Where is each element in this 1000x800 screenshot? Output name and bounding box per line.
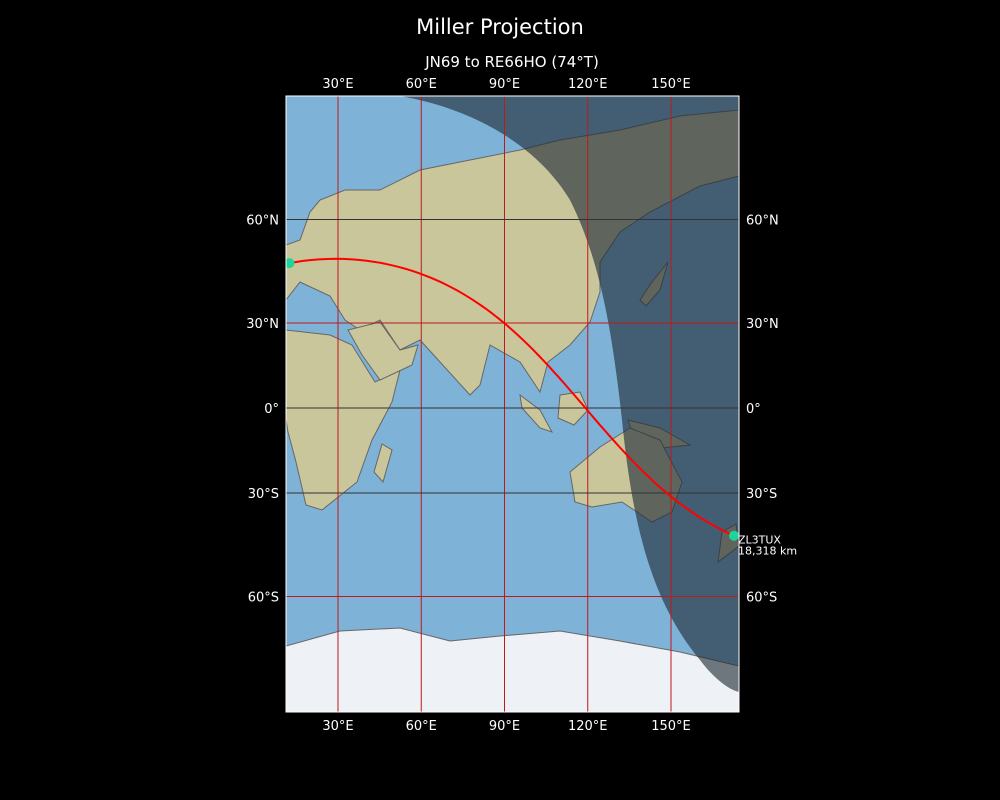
lon-tick-label: 120°E — [568, 77, 608, 92]
antarctica — [286, 627, 739, 712]
axis-labels: 30°E 30°E 60°E 60°E 90°E 90°E 120°E 120°E 150°E 1… — [246, 77, 779, 734]
lat-tick-label: 30°S — [746, 487, 777, 502]
map-subtitle: JN69 to RE66HO (74°T) — [424, 53, 599, 71]
lon-tick-label: 90°E — [489, 77, 520, 92]
end-distance-label: 18,318 km — [738, 545, 797, 558]
lat-tick-label: 60°S — [248, 591, 279, 606]
lon-tick-label: 90°E — [489, 719, 520, 734]
lon-tick-label: 30°E — [322, 77, 353, 92]
lat-tick-label: 30°S — [248, 487, 279, 502]
lat-tick-label: 30°N — [746, 317, 779, 332]
graticule — [286, 96, 739, 712]
end-marker — [728, 530, 739, 541]
night-shading — [400, 96, 739, 692]
lat-tick-label: 30°N — [246, 317, 279, 332]
lat-tick-label: 60°S — [746, 591, 777, 606]
lon-tick-label: 30°E — [322, 719, 353, 734]
lat-tick-label: 0° — [746, 402, 761, 417]
lat-tick-label: 0° — [264, 402, 279, 417]
africa — [286, 329, 401, 511]
figure-title: Miller Projection — [416, 15, 584, 39]
lat-tick-label: 60°N — [246, 213, 279, 228]
lon-tick-label: 150°E — [651, 77, 691, 92]
map-area — [286, 96, 739, 712]
start-marker — [286, 258, 295, 269]
great-circle-path — [289, 257, 735, 537]
end-callsign-label: ZL3TUX — [738, 534, 781, 547]
lat-tick-label: 60°N — [746, 213, 779, 228]
lon-tick-label: 150°E — [651, 719, 691, 734]
madagascar — [373, 443, 393, 484]
arabia — [347, 321, 419, 381]
lon-tick-label: 60°E — [406, 719, 437, 734]
lon-tick-label: 120°E — [568, 719, 608, 734]
map-frame — [285, 95, 740, 713]
lon-tick-label: 60°E — [406, 77, 437, 92]
